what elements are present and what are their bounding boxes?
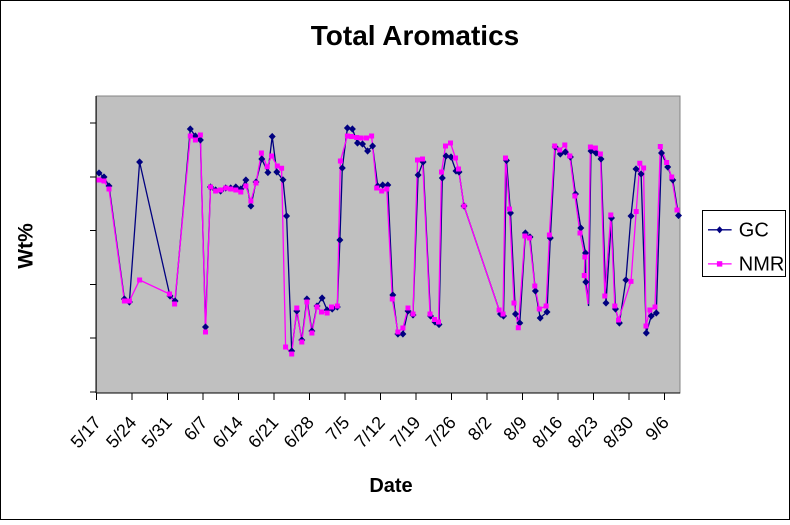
svg-text:NMR: NMR — [739, 253, 785, 275]
svg-text:Date: Date — [369, 475, 412, 497]
svg-text:Wt%: Wt% — [15, 223, 38, 269]
svg-text:GC: GC — [739, 220, 769, 242]
svg-text:Total Aromatics: Total Aromatics — [311, 20, 519, 51]
